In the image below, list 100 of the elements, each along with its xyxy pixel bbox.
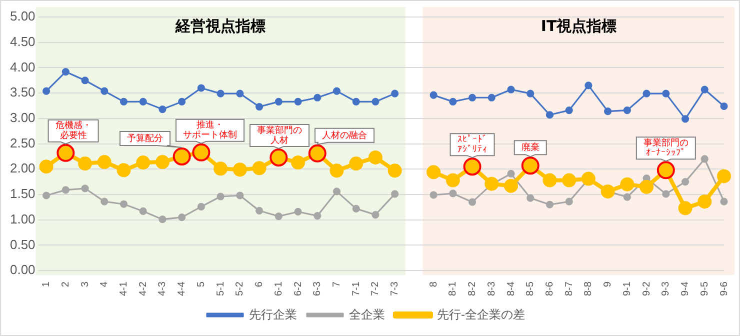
point (681, 115, 690, 123)
point (330, 164, 344, 178)
point (197, 84, 206, 92)
point (252, 161, 266, 176)
point (158, 216, 166, 224)
point (642, 90, 650, 98)
x-tick-label: 7 (331, 281, 342, 288)
point (372, 210, 380, 219)
x-tick-label: 9-2 (641, 281, 652, 296)
point (584, 82, 592, 90)
y-tick-label: 3.00 (10, 110, 36, 125)
y-tick-label: 1.50 (10, 186, 36, 202)
x-tick-label: 8 (428, 281, 440, 288)
y-tick-label: 3.50 (10, 84, 36, 100)
point (294, 98, 302, 106)
point (623, 106, 631, 114)
point (120, 98, 128, 106)
point (488, 94, 496, 102)
point (372, 98, 380, 106)
point (507, 86, 515, 94)
point (214, 162, 228, 176)
point (42, 192, 50, 200)
legend-label: 先行企業 (249, 307, 297, 322)
point (623, 193, 631, 201)
point (100, 87, 108, 95)
point (681, 178, 690, 186)
point (504, 178, 518, 193)
point (116, 163, 131, 178)
x-tick-label: 9-4 (680, 281, 692, 296)
x-tick-label: 2 (60, 281, 72, 288)
x-tick-label: 5 (196, 281, 207, 288)
x-tick-label: 4-3 (157, 281, 168, 296)
x-tick-label: 8-3 (486, 281, 498, 296)
y-tick-label: 1.00 (10, 211, 36, 226)
point (62, 186, 70, 194)
x-tick-label: 7-1 (350, 281, 362, 296)
legend-label: 先行-全企業の差 (437, 307, 525, 322)
x-tick-label: 3 (80, 281, 91, 288)
point (446, 173, 460, 188)
x-tick-label: 9-5 (699, 281, 710, 296)
point (120, 200, 128, 208)
point (484, 176, 499, 191)
point (236, 192, 244, 200)
x-tick-label: 6-2 (292, 281, 304, 296)
x-tick-label: 9-3 (660, 281, 672, 296)
point (291, 156, 306, 170)
x-tick-label: 9-1 (622, 281, 633, 296)
x-tick-label: 5-2 (234, 281, 246, 296)
point (700, 86, 708, 94)
x-tick-label: 4-4 (176, 281, 188, 296)
annotation: 予算配分 (127, 132, 164, 144)
point (546, 200, 554, 208)
x-tick-label: 4-1 (118, 281, 130, 296)
point (62, 68, 70, 76)
point (640, 180, 654, 194)
annotation: ｽﾋﾟｰﾄﾞｱｼﾞﾘﾃｨ (457, 134, 488, 155)
y-tick-label: 0.00 (10, 262, 36, 278)
point (197, 202, 206, 210)
point (391, 190, 399, 198)
point (600, 184, 615, 198)
point (136, 156, 150, 170)
point (662, 190, 670, 198)
x-tick-label: 6-1 (273, 281, 284, 296)
point (236, 90, 244, 98)
x-tick-label: 8-6 (544, 281, 556, 296)
point (388, 164, 402, 178)
point (97, 155, 112, 170)
point (178, 98, 186, 106)
point (468, 94, 476, 102)
legend-label: 全企業 (349, 307, 385, 322)
y-tick-label: 2.00 (10, 160, 36, 176)
point (678, 201, 692, 216)
x-tick-label: 8-5 (525, 281, 536, 296)
x-tick-label: 1 (41, 281, 52, 288)
x-tick-label: 7-3 (390, 281, 401, 296)
point (604, 108, 612, 116)
point (352, 204, 360, 212)
point (314, 212, 322, 220)
point (581, 172, 596, 186)
point (662, 90, 670, 98)
point (698, 194, 712, 209)
point (332, 87, 341, 95)
x-tick-label: 8-1 (448, 281, 459, 296)
point (449, 190, 457, 198)
point (368, 150, 382, 164)
point (349, 156, 364, 171)
annotation: 事業部門の人材 (257, 124, 302, 146)
x-tick-label: 4-2 (138, 281, 149, 296)
x-tick-label: 9-6 (718, 281, 730, 296)
x-tick-label: 7-2 (370, 281, 382, 296)
point (178, 214, 186, 222)
point (620, 177, 634, 192)
point (565, 106, 573, 114)
point (139, 98, 147, 106)
point (430, 191, 438, 199)
point (274, 98, 282, 106)
band-label: 経営視点指標 (174, 16, 266, 35)
point (565, 198, 573, 206)
x-tick-label: 8-8 (583, 281, 594, 296)
point (232, 162, 247, 177)
